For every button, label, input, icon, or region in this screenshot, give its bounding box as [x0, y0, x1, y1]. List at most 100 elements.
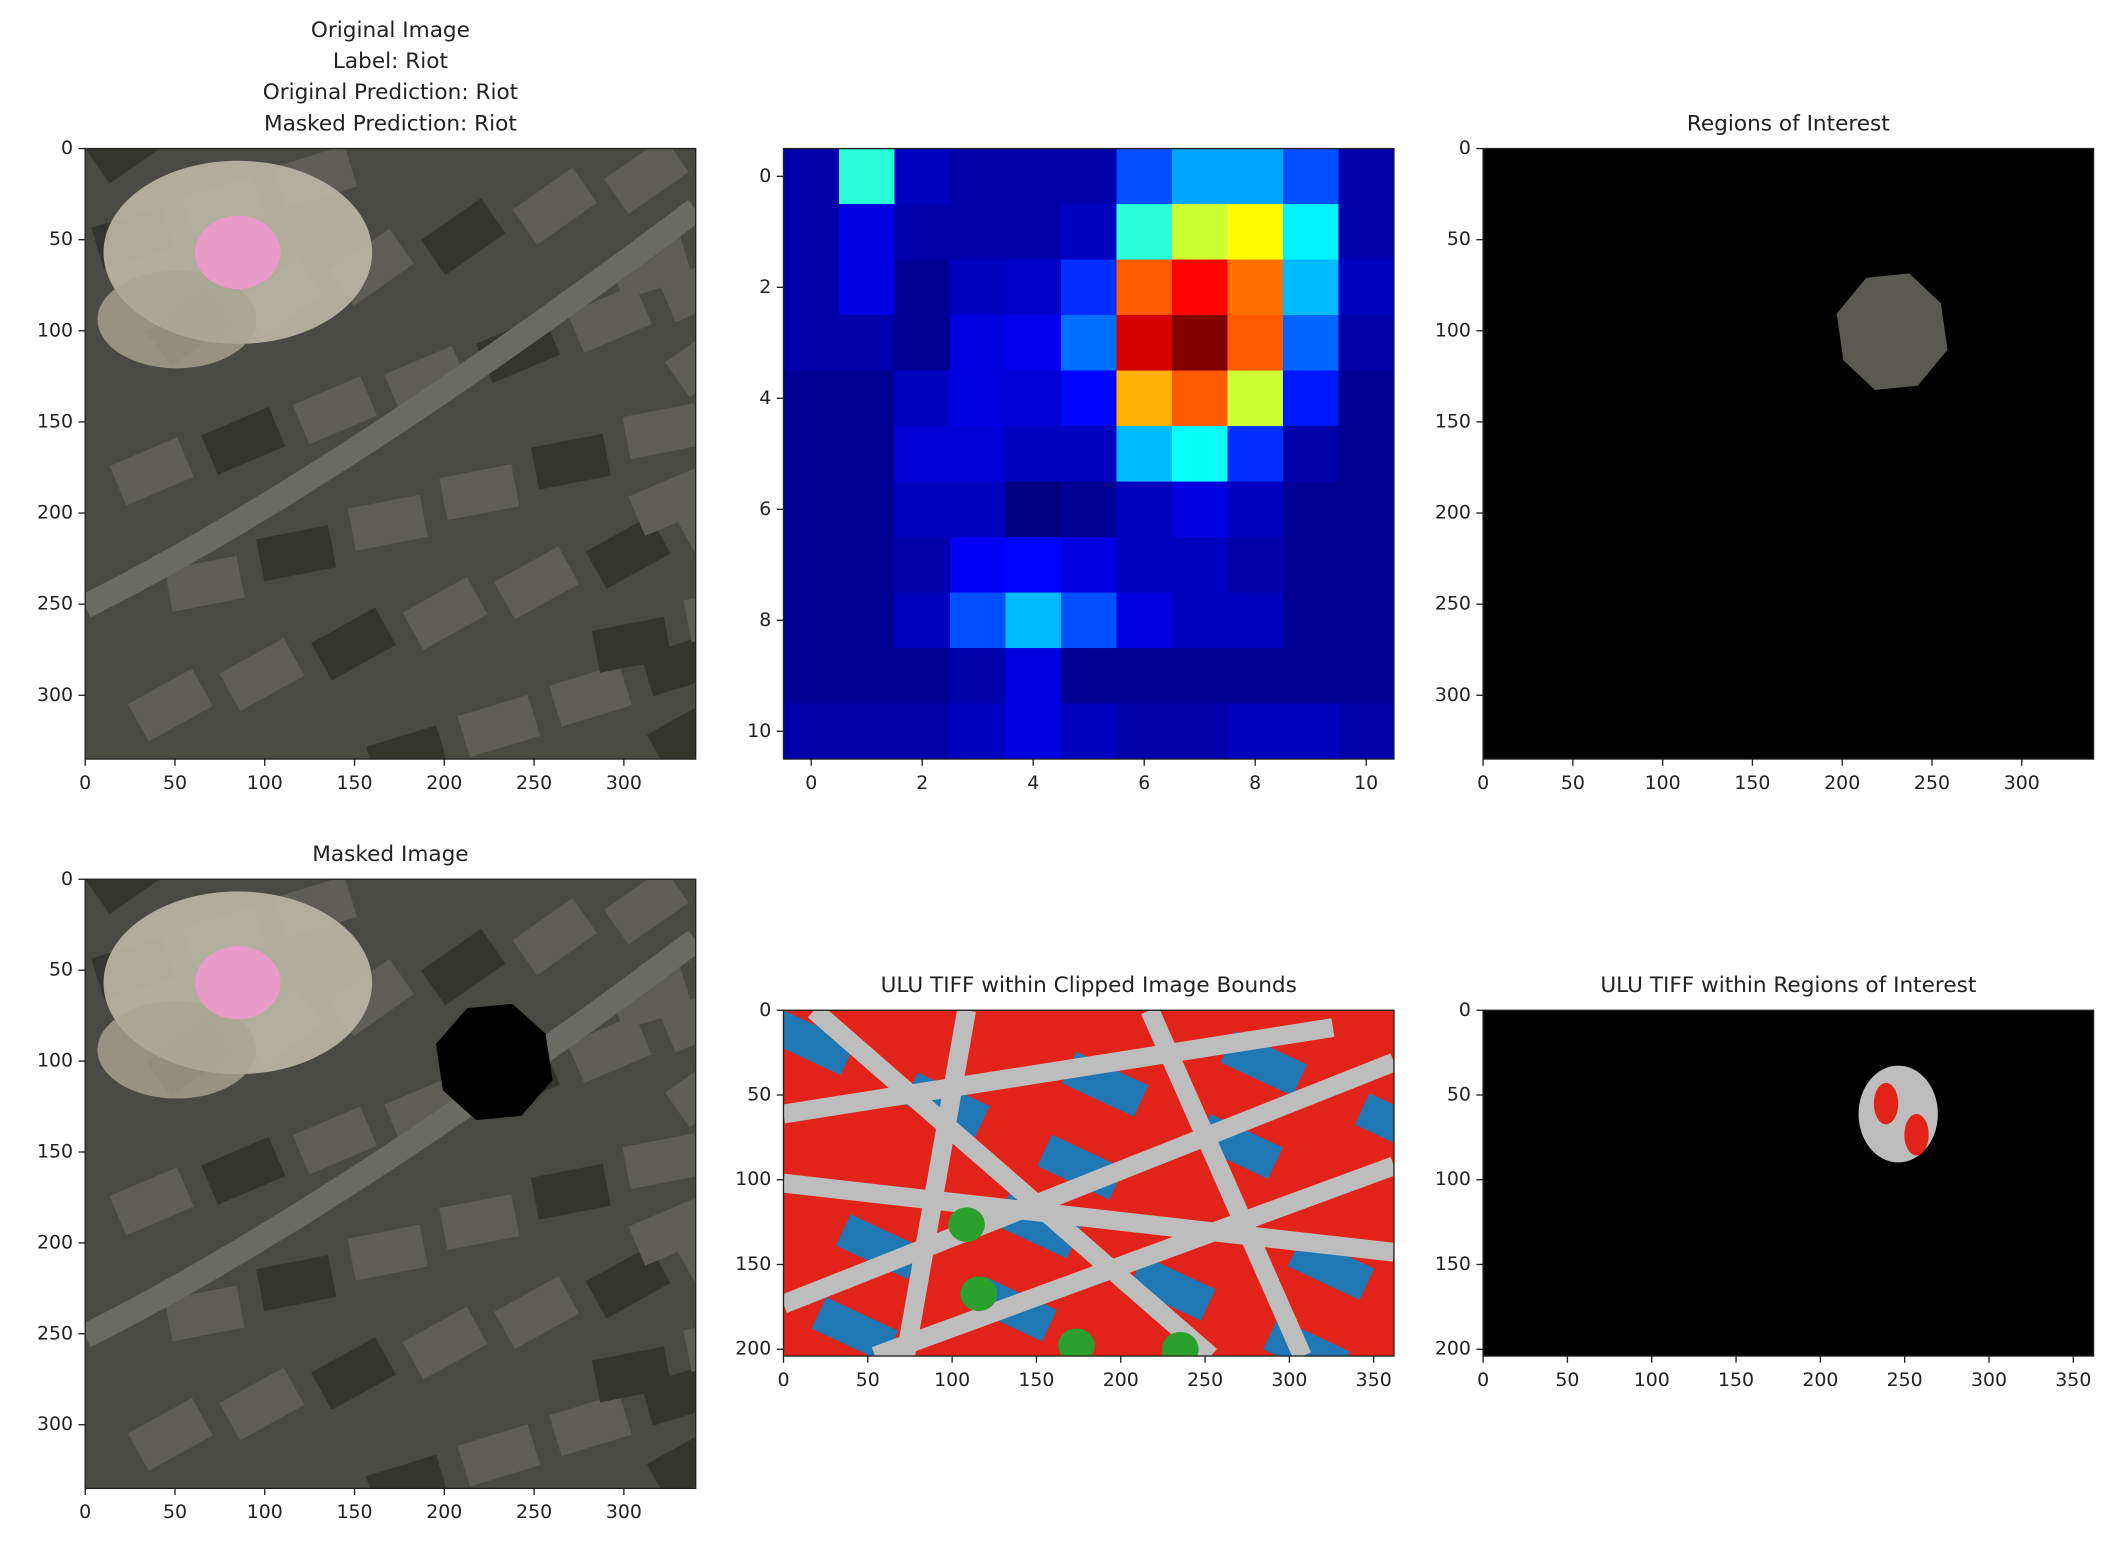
heatmap-cell — [1116, 370, 1173, 427]
x-tick-label: 50 — [163, 1501, 187, 1523]
x-tick-label: 200 — [426, 1501, 462, 1523]
x-tick-label: 200 — [1103, 1369, 1139, 1391]
heatmap-cell — [1282, 648, 1340, 705]
heatmap-cell — [1116, 537, 1173, 594]
y-tick-label: 100 — [1435, 1168, 1471, 1190]
y-tick-label: 100 — [735, 1168, 771, 1190]
region-red — [1904, 1113, 1929, 1156]
heatmap-cell — [1116, 259, 1173, 316]
y-tick-label: 2 — [759, 276, 771, 298]
x-tick-label: 50 — [1555, 1369, 1579, 1391]
y-tick-label: 0 — [61, 137, 73, 159]
panel: 0 50 100 150 200 250 300 0 50 100 150 200 250 300 Regi… — [1435, 111, 2095, 794]
heatmap-cell — [1060, 426, 1118, 483]
photo-block — [512, 167, 598, 245]
heatmap-cell — [1338, 481, 1394, 538]
heatmap-cell — [1338, 370, 1394, 427]
heatmap-cell — [838, 592, 896, 649]
x-tick-label: 2 — [916, 772, 928, 794]
heatmap-cell — [1282, 148, 1340, 205]
heatmap-cell — [1005, 315, 1062, 372]
heatmap-cell — [838, 259, 896, 316]
x-tick-label: 0 — [1477, 772, 1489, 794]
x-tick-label: 150 — [1718, 1369, 1754, 1391]
heatmap-cell — [783, 703, 840, 760]
image-area — [783, 148, 1394, 760]
y-tick-label: 50 — [49, 228, 73, 250]
photo-block — [665, 1050, 696, 1128]
ulu-green — [1058, 1328, 1095, 1357]
ulu-blue — [1129, 1255, 1216, 1321]
heatmap-cell — [1171, 315, 1229, 372]
heatmap-cell — [1227, 259, 1284, 316]
photo-block — [366, 725, 449, 760]
heatmap-cell — [1282, 370, 1340, 427]
x-tick-label: 100 — [934, 1369, 970, 1391]
heatmap-cell — [1227, 537, 1284, 594]
heatmap-cell — [838, 315, 896, 372]
photo-block — [109, 1167, 194, 1236]
ulu-road — [1141, 1010, 1312, 1357]
y-tick-label: 10 — [747, 720, 771, 742]
photo-block — [256, 1255, 337, 1311]
photo-block — [646, 699, 696, 760]
heatmap-cell — [1227, 315, 1284, 372]
heatmap-cell — [838, 426, 896, 483]
heatmap-cell — [1060, 204, 1118, 261]
y-tick-label: 50 — [1447, 1084, 1471, 1106]
heatmap-cell — [1171, 370, 1229, 427]
heatmap-cell — [1282, 259, 1340, 316]
axes-frame — [1482, 147, 2095, 760]
photo-block — [512, 898, 598, 976]
x-tick-label: 350 — [1356, 1369, 1392, 1391]
panel-title: Masked Image — [312, 842, 468, 867]
heatmap-cell — [1282, 426, 1340, 483]
black-background — [1483, 148, 2094, 760]
heatmap-cell — [783, 148, 840, 205]
photo-block — [127, 1398, 213, 1471]
heatmap-cell — [1005, 370, 1062, 427]
photo-block — [646, 1428, 696, 1489]
heatmap-cell — [1060, 315, 1118, 372]
heatmap-cell — [1116, 481, 1173, 538]
y-tick-label: 250 — [37, 1322, 73, 1344]
heatmap-cell — [1060, 648, 1118, 705]
y-tick-label: 250 — [1435, 593, 1471, 615]
y-tick-label: 200 — [37, 502, 73, 524]
photo-block — [530, 1163, 611, 1220]
x-tick-label: 6 — [1138, 772, 1150, 794]
x-tick-label: 150 — [337, 772, 373, 794]
heatmap-cell — [1116, 315, 1173, 372]
image-area — [85, 879, 696, 1489]
x-tick-label: 100 — [1634, 1369, 1670, 1391]
heatmap-cell — [1171, 648, 1229, 705]
photo-block — [591, 1346, 672, 1403]
ulu-green — [960, 1276, 998, 1312]
heatmap-cell — [1116, 703, 1173, 760]
heatmap-cell — [894, 148, 951, 205]
x-tick-label: 300 — [1971, 1369, 2007, 1391]
photo-road — [85, 930, 696, 1347]
photo-road — [85, 199, 696, 618]
y-tick-label: 300 — [1435, 684, 1471, 706]
panel-title: Regions of Interest — [1687, 111, 1890, 136]
x-tick-label: 200 — [1802, 1369, 1838, 1391]
photo-block — [457, 1424, 541, 1487]
photo-block — [494, 546, 580, 620]
photo-block — [164, 555, 245, 612]
photo-block — [219, 638, 305, 711]
x-tick-label: 200 — [426, 772, 462, 794]
ulu-green — [1161, 1331, 1199, 1357]
x-tick-label: 4 — [1027, 772, 1039, 794]
heatmap-cell — [1171, 703, 1229, 760]
heatmap-cell — [949, 370, 1007, 427]
heatmap-cell — [894, 259, 951, 316]
panel: 0 50 100 150 200 250 300 350 0 50 100 150 200 ULU TIF… — [735, 973, 1395, 1391]
panel-title: ULU TIFF within Clipped Image Bounds — [881, 973, 1297, 998]
photo-block — [567, 284, 652, 353]
axes-frame — [782, 1009, 1395, 1357]
ulu-road — [871, 1156, 1394, 1357]
axes-frame — [782, 147, 1395, 760]
